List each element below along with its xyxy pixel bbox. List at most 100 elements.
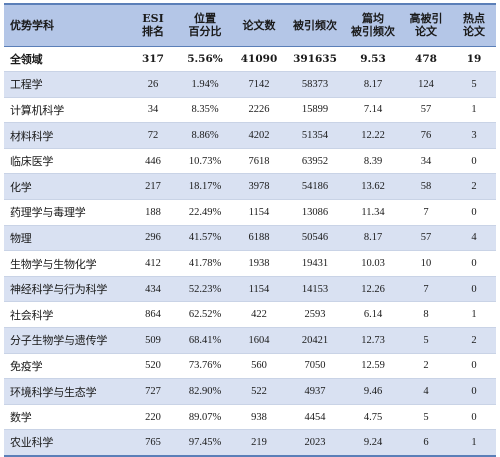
percentile-cell: 41.57% xyxy=(176,225,234,252)
subject-cell: 生物学与生物化学 xyxy=(4,250,130,277)
hot-papers-cell: 0 xyxy=(452,148,496,175)
subject-cell: 临床医学 xyxy=(4,148,130,175)
header-text: 论文 xyxy=(415,25,437,39)
avg-citations-cell: 8.17 xyxy=(346,225,400,252)
citations-cell: 391635 xyxy=(284,46,346,73)
esi-rank-cell: 34 xyxy=(130,97,176,124)
paper-count-cell: 4202 xyxy=(234,122,284,149)
percentile-cell: 18.17% xyxy=(176,173,234,201)
subject-cell: 社会科学 xyxy=(4,301,130,329)
avg-citations-cell: 8.17 xyxy=(346,71,400,98)
header-text: 优势学科 xyxy=(10,18,54,32)
header-citations: 被引频次 xyxy=(284,3,346,47)
total-row: 全领域 317 5.56% 41090 391635 9.53 478 19 xyxy=(4,46,496,73)
highly-cited-cell: 124 xyxy=(400,71,452,98)
hot-papers-cell: 4 xyxy=(452,225,496,252)
table-row: 计算机科学 34 8.35% 2226 15899 7.14 57 1 xyxy=(4,97,496,124)
highly-cited-cell: 5 xyxy=(400,404,452,431)
table-body: 全领域 317 5.56% 41090 391635 9.53 478 19 工程学 26 1.94… xyxy=(4,46,496,457)
header-text: 篇均 xyxy=(362,12,384,26)
header-highly-cited: 高被引 论文 xyxy=(400,3,452,47)
header-text: 被引频次 xyxy=(293,18,337,32)
subject-cell: 分子生物学与遗传学 xyxy=(4,327,130,354)
hot-papers-cell: 1 xyxy=(452,301,496,329)
esi-rank-cell: 727 xyxy=(130,378,176,405)
paper-count-cell: 6188 xyxy=(234,225,284,252)
paper-count-cell: 522 xyxy=(234,378,284,405)
percentile-cell: 1.94% xyxy=(176,71,234,98)
esi-rank-cell: 217 xyxy=(130,173,176,201)
percentile-cell: 22.49% xyxy=(176,199,234,226)
paper-count-cell: 422 xyxy=(234,301,284,329)
subject-cell: 计算机科学 xyxy=(4,97,130,124)
esi-rank-cell: 520 xyxy=(130,353,176,380)
citations-cell: 2593 xyxy=(284,301,346,329)
percentile-cell: 62.52% xyxy=(176,301,234,329)
percentile-cell: 89.07% xyxy=(176,404,234,431)
percentile-cell: 97.45% xyxy=(176,429,234,457)
avg-citations-cell: 11.34 xyxy=(346,199,400,226)
avg-citations-cell: 13.62 xyxy=(346,173,400,201)
esi-rank-cell: 72 xyxy=(130,122,176,149)
esi-rank-cell: 26 xyxy=(130,71,176,98)
table-row: 药理学与毒理学 188 22.49% 1154 13086 11.34 7 0 xyxy=(4,199,496,226)
hot-papers-cell: 0 xyxy=(452,276,496,303)
esi-rank-cell: 188 xyxy=(130,199,176,226)
subject-cell: 环境科学与生态学 xyxy=(4,378,130,405)
table-row: 环境科学与生态学 727 82.90% 522 4937 9.46 4 0 xyxy=(4,378,496,405)
esi-rank-cell: 434 xyxy=(130,276,176,303)
table-row: 数学 220 89.07% 938 4454 4.75 5 0 xyxy=(4,404,496,431)
citations-cell: 14153 xyxy=(284,276,346,303)
citations-cell: 51354 xyxy=(284,122,346,149)
avg-citations-cell: 10.03 xyxy=(346,250,400,277)
percentile-cell: 41.78% xyxy=(176,250,234,277)
paper-count-cell: 938 xyxy=(234,404,284,431)
avg-citations-cell: 12.22 xyxy=(346,122,400,149)
highly-cited-cell: 8 xyxy=(400,301,452,329)
subject-cell: 工程学 xyxy=(4,71,130,98)
citations-cell: 7050 xyxy=(284,353,346,380)
percentile-cell: 8.86% xyxy=(176,122,234,149)
table-header: 优势学科 ESI 排名 位置 百分比 论文数 被引频次 篇均 被引频次 高被引 论文 热点 论文 xyxy=(4,3,496,47)
avg-citations-cell: 4.75 xyxy=(346,404,400,431)
paper-count-cell: 7142 xyxy=(234,71,284,98)
subject-cell: 神经科学与行为科学 xyxy=(4,276,130,303)
header-text: 被引频次 xyxy=(351,25,395,39)
header-percentile: 位置 百分比 xyxy=(176,3,234,47)
highly-cited-cell: 58 xyxy=(400,173,452,201)
highly-cited-cell: 478 xyxy=(400,46,452,73)
citations-cell: 2023 xyxy=(284,429,346,457)
highly-cited-cell: 6 xyxy=(400,429,452,457)
citations-cell: 13086 xyxy=(284,199,346,226)
header-row: 优势学科 ESI 排名 位置 百分比 论文数 被引频次 篇均 被引频次 高被引 论文 热点 论文 xyxy=(4,3,496,47)
percentile-cell: 10.73% xyxy=(176,148,234,175)
avg-citations-cell: 8.39 xyxy=(346,148,400,175)
esi-subject-table: 优势学科 ESI 排名 位置 百分比 论文数 被引频次 篇均 被引频次 高被引 论文 热点 论文 全领域… xyxy=(4,3,496,457)
paper-count-cell: 3978 xyxy=(234,173,284,201)
highly-cited-cell: 5 xyxy=(400,327,452,354)
table-row: 神经科学与行为科学 434 52.23% 1154 14153 12.26 7 0 xyxy=(4,276,496,303)
subject-cell: 材料科学 xyxy=(4,122,130,149)
paper-count-cell: 1604 xyxy=(234,327,284,354)
header-subject: 优势学科 xyxy=(4,3,130,47)
table-row: 免疫学 520 73.76% 560 7050 12.59 2 0 xyxy=(4,353,496,380)
esi-rank-cell: 317 xyxy=(130,46,176,73)
esi-rank-cell: 446 xyxy=(130,148,176,175)
esi-rank-cell: 509 xyxy=(130,327,176,354)
highly-cited-cell: 2 xyxy=(400,353,452,380)
percentile-cell: 5.56% xyxy=(176,46,234,73)
paper-count-cell: 560 xyxy=(234,353,284,380)
hot-papers-cell: 1 xyxy=(452,97,496,124)
hot-papers-cell: 0 xyxy=(452,199,496,226)
citations-cell: 19431 xyxy=(284,250,346,277)
header-hot-papers: 热点 论文 xyxy=(452,3,496,47)
subject-cell: 数学 xyxy=(4,404,130,431)
citations-cell: 50546 xyxy=(284,225,346,252)
highly-cited-cell: 4 xyxy=(400,378,452,405)
hot-papers-cell: 2 xyxy=(452,173,496,201)
percentile-cell: 52.23% xyxy=(176,276,234,303)
subject-cell: 农业科学 xyxy=(4,429,130,457)
avg-citations-cell: 9.53 xyxy=(346,46,400,73)
paper-count-cell: 219 xyxy=(234,429,284,457)
header-text: 热点 xyxy=(463,12,485,26)
